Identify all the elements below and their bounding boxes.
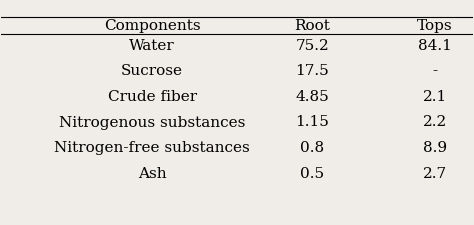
Text: 75.2: 75.2 — [295, 39, 329, 53]
Text: Crude fiber: Crude fiber — [108, 90, 197, 104]
Text: -: - — [432, 64, 438, 78]
Text: 84.1: 84.1 — [418, 39, 452, 53]
Text: 2.1: 2.1 — [423, 90, 447, 104]
Text: Root: Root — [294, 19, 330, 33]
Text: Components: Components — [104, 19, 201, 33]
Text: 2.2: 2.2 — [423, 115, 447, 130]
Text: Sucrose: Sucrose — [121, 64, 183, 78]
Text: Nitrogenous substances: Nitrogenous substances — [59, 115, 246, 130]
Text: 0.8: 0.8 — [301, 141, 325, 155]
Text: 1.15: 1.15 — [295, 115, 329, 130]
Text: Water: Water — [129, 39, 175, 53]
Text: Tops: Tops — [417, 19, 453, 33]
Text: 0.5: 0.5 — [301, 166, 325, 181]
Text: 4.85: 4.85 — [295, 90, 329, 104]
Text: 17.5: 17.5 — [295, 64, 329, 78]
Text: 8.9: 8.9 — [423, 141, 447, 155]
Text: Nitrogen-free substances: Nitrogen-free substances — [55, 141, 250, 155]
Text: Ash: Ash — [138, 166, 166, 181]
Text: 2.7: 2.7 — [423, 166, 447, 181]
